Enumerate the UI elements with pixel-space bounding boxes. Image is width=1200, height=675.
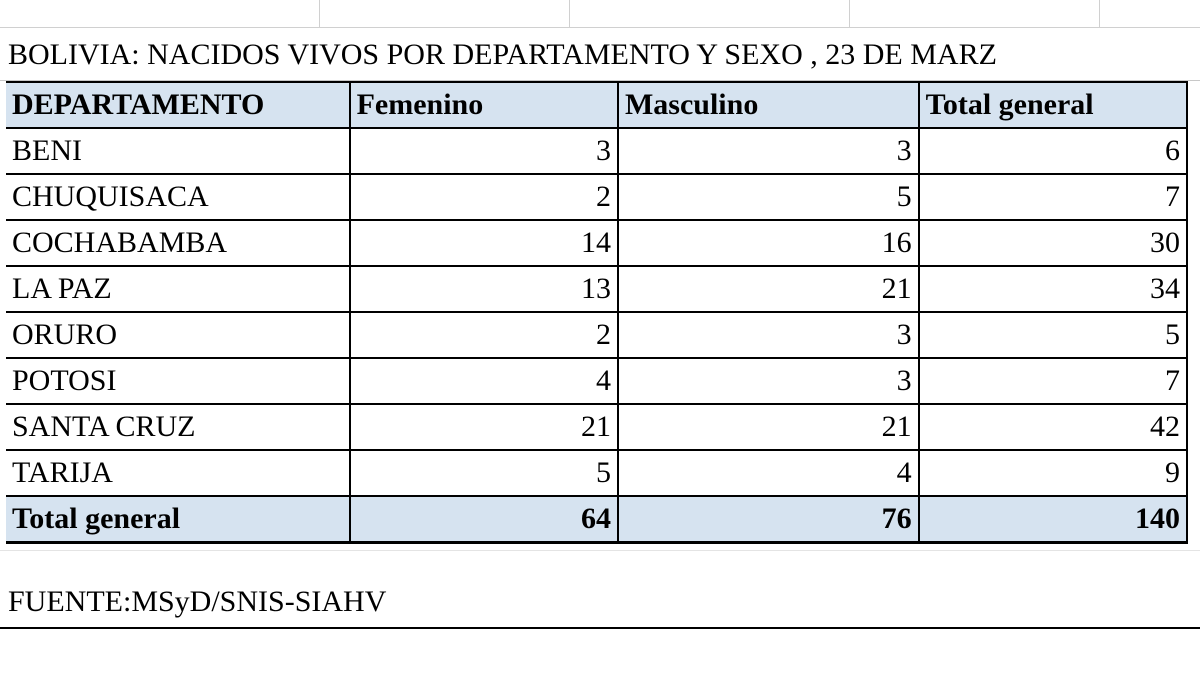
- totals-mas: 76: [618, 496, 919, 542]
- totals-tot: 140: [919, 496, 1187, 542]
- cell-fem: 14: [350, 220, 618, 266]
- cell-mas: 21: [618, 404, 919, 450]
- col-header-masculino: Masculino: [618, 82, 919, 128]
- totals-fem: 64: [350, 496, 618, 542]
- totals-label: Total general: [6, 496, 350, 542]
- cell-mas: 3: [618, 128, 919, 174]
- table-body: BENI 3 3 6 CHUQUISACA 2 5 7 COCHABAMBA 1…: [6, 128, 1187, 542]
- cell-mas: 5: [618, 174, 919, 220]
- table-row: POTOSI 4 3 7: [6, 358, 1187, 404]
- cell-fem: 5: [350, 450, 618, 496]
- cell-mas: 21: [618, 266, 919, 312]
- cell-dep: BENI: [6, 128, 350, 174]
- cell-mas: 3: [618, 358, 919, 404]
- col-header-femenino: Femenino: [350, 82, 618, 128]
- spreadsheet-area: BOLIVIA: NACIDOS VIVOS POR DEPARTAMENTO …: [0, 0, 1200, 629]
- table-row: CHUQUISACA 2 5 7: [6, 174, 1187, 220]
- cell-fem: 2: [350, 312, 618, 358]
- cell-mas: 16: [618, 220, 919, 266]
- table-row: BENI 3 3 6: [6, 128, 1187, 174]
- cell-dep: TARIJA: [6, 450, 350, 496]
- col-header-total: Total general: [919, 82, 1187, 128]
- cell-dep: POTOSI: [6, 358, 350, 404]
- col-header-departamento: DEPARTAMENTO: [6, 82, 350, 128]
- table-row: LA PAZ 13 21 34: [6, 266, 1187, 312]
- cell-dep: ORURO: [6, 312, 350, 358]
- cell-tot: 34: [919, 266, 1187, 312]
- cell-tot: 9: [919, 450, 1187, 496]
- data-table: DEPARTAMENTO Femenino Masculino Total ge…: [6, 81, 1188, 544]
- cell-dep: SANTA CRUZ: [6, 404, 350, 450]
- cell-tot: 6: [919, 128, 1187, 174]
- cell-tot: 42: [919, 404, 1187, 450]
- table-header-row: DEPARTAMENTO Femenino Masculino Total ge…: [6, 82, 1187, 128]
- table-title: BOLIVIA: NACIDOS VIVOS POR DEPARTAMENTO …: [0, 28, 1200, 81]
- cell-fem: 3: [350, 128, 618, 174]
- cell-fem: 2: [350, 174, 618, 220]
- cell-fem: 4: [350, 358, 618, 404]
- cell-mas: 3: [618, 312, 919, 358]
- cell-dep: CHUQUISACA: [6, 174, 350, 220]
- table-row: SANTA CRUZ 21 21 42: [6, 404, 1187, 450]
- cell-tot: 7: [919, 358, 1187, 404]
- cell-tot: 30: [919, 220, 1187, 266]
- cell-dep: LA PAZ: [6, 266, 350, 312]
- source-note: FUENTE:MSyD/SNIS-SIAHV: [0, 550, 1200, 629]
- cell-tot: 5: [919, 312, 1187, 358]
- cell-mas: 4: [618, 450, 919, 496]
- grid-spacer-row: [0, 0, 1200, 28]
- cell-tot: 7: [919, 174, 1187, 220]
- table-totals-row: Total general 64 76 140: [6, 496, 1187, 542]
- cell-fem: 21: [350, 404, 618, 450]
- table-row: COCHABAMBA 14 16 30: [6, 220, 1187, 266]
- cell-dep: COCHABAMBA: [6, 220, 350, 266]
- table-row: TARIJA 5 4 9: [6, 450, 1187, 496]
- table-row: ORURO 2 3 5: [6, 312, 1187, 358]
- cell-fem: 13: [350, 266, 618, 312]
